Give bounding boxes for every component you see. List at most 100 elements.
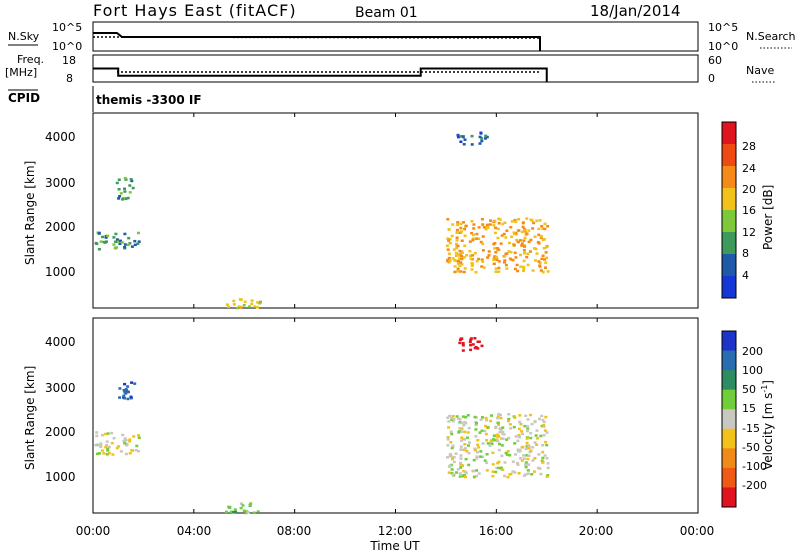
heatmap-cell <box>461 349 465 352</box>
heatmap-cell <box>460 430 464 433</box>
power-panel: Slant Range [km] 4000 3000 2000 1000 28 … <box>23 112 775 310</box>
heatmap-cell <box>455 239 459 242</box>
heatmap-cell <box>459 454 463 457</box>
heatmap-cell <box>485 439 489 442</box>
heatmap-cell <box>131 186 135 190</box>
heatmap-cell <box>502 433 506 436</box>
heatmap-cell <box>497 222 501 225</box>
heatmap-cell <box>461 135 465 139</box>
heatmap-cell <box>519 423 523 426</box>
heatmap-cell <box>95 452 99 456</box>
velocity-colorbar-swatch <box>722 389 736 410</box>
heatmap-cell <box>479 240 483 244</box>
heatmap-cell <box>531 446 535 449</box>
heatmap-cell <box>458 264 462 268</box>
heatmap-cell <box>452 418 456 421</box>
velocity-colorbar-swatch <box>722 370 736 391</box>
noise-right-tick-bottom: 10^0 <box>708 40 738 53</box>
heatmap-cell <box>106 447 110 451</box>
heatmap-cell <box>130 245 134 248</box>
heatmap-cell <box>493 255 497 258</box>
heatmap-cell <box>458 249 462 253</box>
heatmap-cell <box>526 418 530 421</box>
heatmap-cell <box>482 226 486 229</box>
heatmap-cell <box>512 425 516 429</box>
heatmap-cell <box>491 470 495 473</box>
heatmap-cell <box>480 218 484 221</box>
heatmap-cell <box>475 457 479 460</box>
heatmap-cell <box>481 223 485 226</box>
heatmap-cell <box>456 267 460 271</box>
heatmap-cell <box>475 422 478 425</box>
heatmap-cell <box>517 472 521 475</box>
heatmap-cell <box>446 416 450 419</box>
time-tick-3: 12:00 <box>378 524 413 538</box>
heatmap-cell <box>545 431 549 434</box>
heatmap-cell <box>232 510 236 514</box>
heatmap-cell <box>503 255 507 258</box>
heatmap-cell <box>538 264 542 268</box>
heatmap-cell <box>504 236 508 239</box>
heatmap-cell <box>516 240 520 244</box>
power-ytick-4000: 4000 <box>45 130 76 144</box>
noise-sky-line <box>93 32 541 51</box>
heatmap-cell <box>458 254 461 257</box>
heatmap-cell <box>468 441 471 444</box>
heatmap-cell <box>477 257 481 261</box>
heatmap-cell <box>121 433 125 437</box>
heatmap-cell <box>470 220 474 223</box>
cpid-row: CPID themis -3300 IF <box>8 86 202 112</box>
heatmap-cell <box>124 439 128 442</box>
heatmap-cell <box>475 469 479 472</box>
power-colorbar-swatch <box>722 144 736 167</box>
heatmap-cell <box>453 259 457 262</box>
heatmap-cell <box>458 421 462 424</box>
heatmap-cell <box>536 466 540 470</box>
heatmap-cell <box>511 258 515 262</box>
heatmap-cell <box>514 256 518 259</box>
heatmap-cell <box>544 246 548 249</box>
heatmap-cell <box>460 464 464 467</box>
heatmap-cell <box>500 454 504 458</box>
heatmap-cell <box>527 463 531 466</box>
heatmap-cell <box>476 340 480 343</box>
velocity-data <box>94 337 550 515</box>
heatmap-cell <box>499 413 502 417</box>
heatmap-cell <box>466 414 470 417</box>
heatmap-cell <box>535 219 539 223</box>
heatmap-cell <box>483 459 487 462</box>
heatmap-cell <box>490 414 493 417</box>
heatmap-cell <box>508 473 512 476</box>
heatmap-cell <box>128 438 132 441</box>
heatmap-cell <box>515 238 519 242</box>
heatmap-cell <box>447 239 451 242</box>
heatmap-cell <box>464 422 468 425</box>
heatmap-cell <box>447 426 451 429</box>
heatmap-cell <box>233 508 237 511</box>
heatmap-cell <box>486 226 490 229</box>
heatmap-cell <box>456 259 460 263</box>
heatmap-cell <box>124 392 128 395</box>
heatmap-cell <box>469 348 473 352</box>
heatmap-cell <box>452 248 456 251</box>
heatmap-cell <box>127 236 131 240</box>
heatmap-cell <box>463 447 467 450</box>
heatmap-cell <box>104 445 108 449</box>
heatmap-cell <box>463 234 467 237</box>
heatmap-cell <box>459 466 463 469</box>
heatmap-cell <box>529 436 533 440</box>
heatmap-cell <box>471 262 475 266</box>
heatmap-cell <box>519 253 522 257</box>
heatmap-cell <box>505 229 509 232</box>
heatmap-cell <box>485 419 489 422</box>
heatmap-cell <box>473 337 477 340</box>
heatmap-cell <box>473 415 477 419</box>
heatmap-cell <box>464 416 468 419</box>
heatmap-cell <box>239 306 243 309</box>
heatmap-cell <box>468 240 472 243</box>
heatmap-cell <box>465 436 469 439</box>
heatmap-cell <box>513 442 517 445</box>
heatmap-cell <box>97 452 101 455</box>
heatmap-cell <box>507 250 511 253</box>
heatmap-cell <box>238 298 242 301</box>
